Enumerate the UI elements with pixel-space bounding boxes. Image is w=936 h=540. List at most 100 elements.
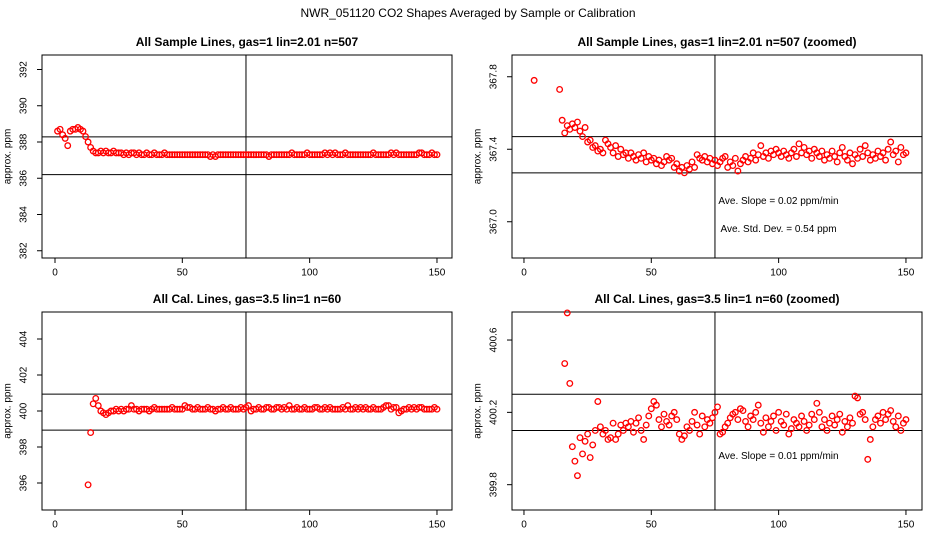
data-point xyxy=(655,416,663,424)
data-point xyxy=(573,118,581,126)
data-point xyxy=(614,430,622,438)
data-point xyxy=(729,162,737,170)
data-point xyxy=(693,421,701,429)
data-point xyxy=(721,153,729,160)
data-point xyxy=(785,430,793,438)
data-point xyxy=(815,408,823,416)
data-point xyxy=(433,405,441,413)
data-point xyxy=(787,425,795,433)
data-point xyxy=(579,133,586,141)
data-point xyxy=(856,145,864,153)
panel-title: All Cal. Lines, gas=3.5 lin=1 n=60 xyxy=(153,292,342,306)
y-tick-label: 388 xyxy=(19,133,30,150)
data-point xyxy=(673,160,681,168)
data-point xyxy=(589,441,597,449)
data-point xyxy=(798,412,805,420)
y-tick-label: 399.8 xyxy=(489,472,500,497)
data-point xyxy=(581,437,589,445)
data-point xyxy=(561,360,569,367)
y-axis-label: approx. ppm xyxy=(3,129,14,185)
x-tick-label: 150 xyxy=(898,268,915,279)
data-point xyxy=(602,426,609,434)
data-point xyxy=(831,153,839,160)
data-point xyxy=(749,416,757,424)
data-point xyxy=(637,426,645,434)
data-point xyxy=(864,455,872,463)
data-point xyxy=(392,403,400,411)
data-point xyxy=(859,408,867,416)
data-point xyxy=(739,407,747,414)
data-point xyxy=(752,408,760,416)
y-tick-label: 404 xyxy=(19,330,30,347)
data-point xyxy=(782,410,790,418)
data-point xyxy=(902,149,910,157)
data-point xyxy=(838,143,846,151)
data-point xyxy=(841,417,849,425)
x-tick-label: 50 xyxy=(646,520,658,531)
data-point xyxy=(591,426,599,434)
data-point xyxy=(390,403,398,411)
y-tick-label: 400 xyxy=(19,402,30,419)
data-point xyxy=(731,408,739,416)
data-point xyxy=(785,154,793,162)
plot-frame xyxy=(41,54,453,259)
data-point xyxy=(836,410,844,418)
data-point xyxy=(635,414,643,422)
data-point xyxy=(833,416,841,424)
data-point xyxy=(861,142,869,150)
data-point xyxy=(680,432,688,440)
data-point xyxy=(79,127,87,135)
data-point xyxy=(711,408,719,416)
data-point xyxy=(624,423,632,431)
data-point xyxy=(576,434,584,442)
data-point xyxy=(808,410,816,418)
data-point xyxy=(744,423,752,431)
panel: All Cal. Lines, gas=3.5 lin=1 n=60 approx… xyxy=(3,292,453,531)
data-point xyxy=(561,129,569,137)
plot-frame xyxy=(511,54,923,259)
data-point xyxy=(92,394,100,402)
x-tick-label: 0 xyxy=(521,268,527,279)
data-point xyxy=(897,426,905,434)
data-point xyxy=(719,428,727,436)
x-tick-label: 150 xyxy=(898,520,915,531)
data-point xyxy=(61,134,69,142)
panel: All Sample Lines, gas=1 lin=2.01 n=507 (… xyxy=(473,35,923,279)
y-tick-label: 367.0 xyxy=(489,209,500,234)
data-point xyxy=(836,149,844,157)
data-point xyxy=(530,76,538,84)
data-point xyxy=(714,403,721,411)
data-point xyxy=(430,151,438,159)
x-tick-label: 100 xyxy=(770,268,787,279)
x-tick-label: 0 xyxy=(52,520,58,531)
y-tick-label: 390 xyxy=(19,97,30,114)
data-point xyxy=(770,412,777,420)
data-point xyxy=(82,133,89,141)
data-point xyxy=(884,145,892,153)
data-point xyxy=(594,398,602,405)
data-point xyxy=(556,85,564,93)
panel-title: All Cal. Lines, gas=3.5 lin=1 n=60 (zoom… xyxy=(594,292,839,306)
annotation: Ave. Slope = 0.01 ppm/min xyxy=(718,451,838,462)
data-point xyxy=(640,149,648,157)
data-point xyxy=(645,412,653,420)
data-point xyxy=(818,423,826,431)
x-tick-label: 100 xyxy=(301,520,318,531)
data-point xyxy=(573,472,581,480)
data-point xyxy=(889,417,897,425)
data-point xyxy=(892,423,900,431)
data-point xyxy=(849,160,856,168)
data-point xyxy=(813,399,821,407)
x-tick-label: 50 xyxy=(646,268,658,279)
data-point xyxy=(591,142,599,150)
panel-title: All Sample Lines, gas=1 lin=2.01 n=507 xyxy=(136,35,359,49)
data-point xyxy=(642,421,650,429)
data-point xyxy=(640,436,648,443)
y-tick-label: 384 xyxy=(19,206,30,223)
data-point xyxy=(759,428,767,436)
data-point xyxy=(843,156,851,164)
data-point xyxy=(831,421,839,429)
data-point xyxy=(566,379,574,387)
panel: All Sample Lines, gas=1 lin=2.01 n=507 ap… xyxy=(3,35,453,279)
